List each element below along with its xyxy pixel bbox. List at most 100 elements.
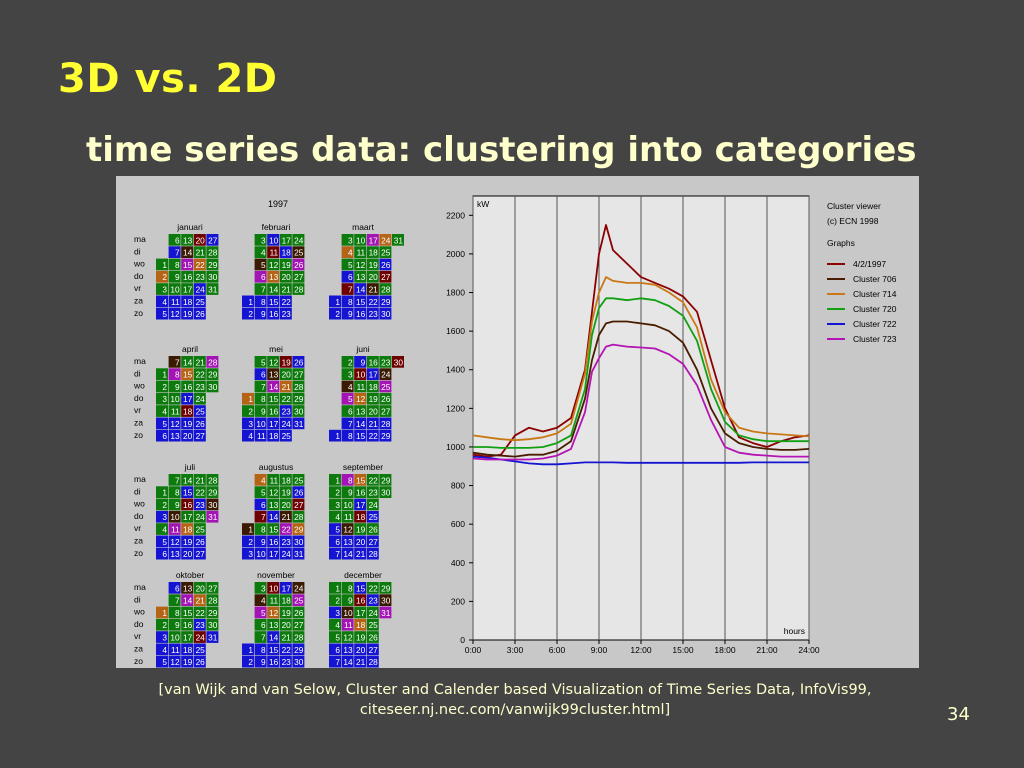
calendar-day-cell [181,405,194,417]
calendar-day-cell [341,246,354,258]
calendar-day-cell [292,356,305,368]
calendar-day-cell [168,295,181,308]
calendar-day-number: 25 [381,248,391,258]
day-label: do [134,619,144,629]
calendar-day-number: 21 [369,419,379,429]
calendar-day-cell [341,307,354,320]
calendar-day-cell [242,392,254,405]
calendar-day-number: 24 [294,235,304,245]
calendar-day-cell [354,246,367,258]
calendar-day-cell [168,258,181,271]
calendar-day-number: 3 [162,394,167,404]
calendar-day-cell [366,498,379,511]
calendar-day-number: 28 [294,512,304,522]
calendar-day-cell [181,307,194,320]
calendar-day-cell [254,523,267,535]
calendar-day-cell [254,380,267,393]
calendar-day-cell [254,618,267,631]
calendar-day-cell [206,270,219,283]
day-label: wo [133,499,145,509]
calendar-day-number: 6 [335,537,340,547]
calendar-day-cell [168,405,181,417]
calendar-day-cell [354,486,367,498]
calendar-day-cell [366,368,379,380]
calendar-day-number: 8 [348,297,353,307]
calendar-day-number: 10 [269,583,279,593]
calendar-day-number: 11 [357,382,366,392]
calendar-day-number: 8 [261,394,266,404]
calendar-day-number: 16 [269,309,279,319]
calendar-day-cell [254,307,267,320]
calendar-day-number: 14 [269,382,279,392]
calendar-day-number: 2 [162,382,167,392]
calendar-day-number: 1 [248,645,253,655]
calendar-day-number: 10 [256,419,266,429]
calendar-day-number: 15 [356,475,366,485]
line-chart: 0:00 3:00 6:00 9:00 12:00 15:00 18:00 21:00 24:0… [446,195,897,655]
calendar-day-number: 23 [196,500,206,510]
calendar-day-number: 22 [196,488,206,498]
calendar-day-cell [156,631,168,643]
calendar-day-number: 28 [294,633,304,643]
calendar-day-number: 5 [335,525,340,535]
calendar-day-cell [156,523,168,535]
calendar-day-cell [193,258,206,271]
calendar-day-number: 29 [381,475,391,485]
calendar-day-cell [254,246,267,258]
calendar-day-number: 20 [356,537,366,547]
calendar-day-cell [354,270,367,283]
slide-subtitle: time series data: clustering into catego… [86,130,917,170]
calendar-day-number: 13 [269,620,279,630]
calendar-day-number: 15 [269,525,279,535]
calendar-day-number: 7 [335,549,340,559]
calendar-day-number: 17 [269,549,279,559]
calendar-day-cell [354,474,367,486]
calendar-day-cell [279,307,292,320]
calendar-day-number: 3 [335,608,340,618]
calendar-day-cell [267,246,280,258]
calendar-day-cell [193,486,206,498]
calendar-day-number: 11 [344,620,353,630]
calendar-day-number: 17 [269,419,279,429]
calendar-day-number: 27 [196,549,206,559]
calendar-day-cell [329,486,341,498]
calendar-day-number: 22 [282,297,292,307]
calendar-day-cell [366,246,379,258]
calendar-day-cell [206,498,219,511]
calendar-day-number: 19 [369,260,379,270]
calendar-day-number: 17 [183,394,193,404]
calendar-day-cell [181,368,194,380]
calendar-day-cell [329,643,341,656]
calendar-day-number: 1 [335,583,340,593]
calendar-day-number: 14 [356,285,366,295]
calendar-day-number: 20 [183,431,193,441]
calendar-day-number: 21 [282,285,292,295]
calendar-day-number: 25 [294,596,304,606]
calendar-day-cell [254,295,267,308]
calendar-day-cell [366,523,379,535]
calendar-day-number: 18 [282,596,292,606]
calendar-day-number: 8 [261,297,266,307]
calendar-day-cell [254,405,267,417]
calendar-day-cell [292,535,305,548]
calendar-day-number: 15 [356,297,366,307]
calendar-day-cell [254,486,267,498]
calendar-day-cell [206,246,219,258]
calendar-day-cell [181,547,194,560]
calendar-day-number: 21 [369,285,379,295]
calendar-day-cell [181,618,194,631]
calendar-day-number: 3 [261,235,266,245]
calendar-day-cell [341,523,354,535]
calendar-day-cell [206,283,219,295]
calendar-day-number: 18 [183,407,193,417]
calendar-day-number: 3 [162,285,167,295]
calendar-day-number: 14 [183,357,193,367]
calendar-day-cell [168,643,181,656]
calendar-day-number: 26 [196,419,206,429]
calendar-day-cell [354,258,367,271]
calendar-day-cell [254,655,267,668]
calendar-day-number: 1 [248,394,253,404]
legend-entry: Cluster 706 [853,274,897,284]
calendar-day-number: 13 [343,645,353,655]
calendar-day-number: 7 [175,248,180,258]
